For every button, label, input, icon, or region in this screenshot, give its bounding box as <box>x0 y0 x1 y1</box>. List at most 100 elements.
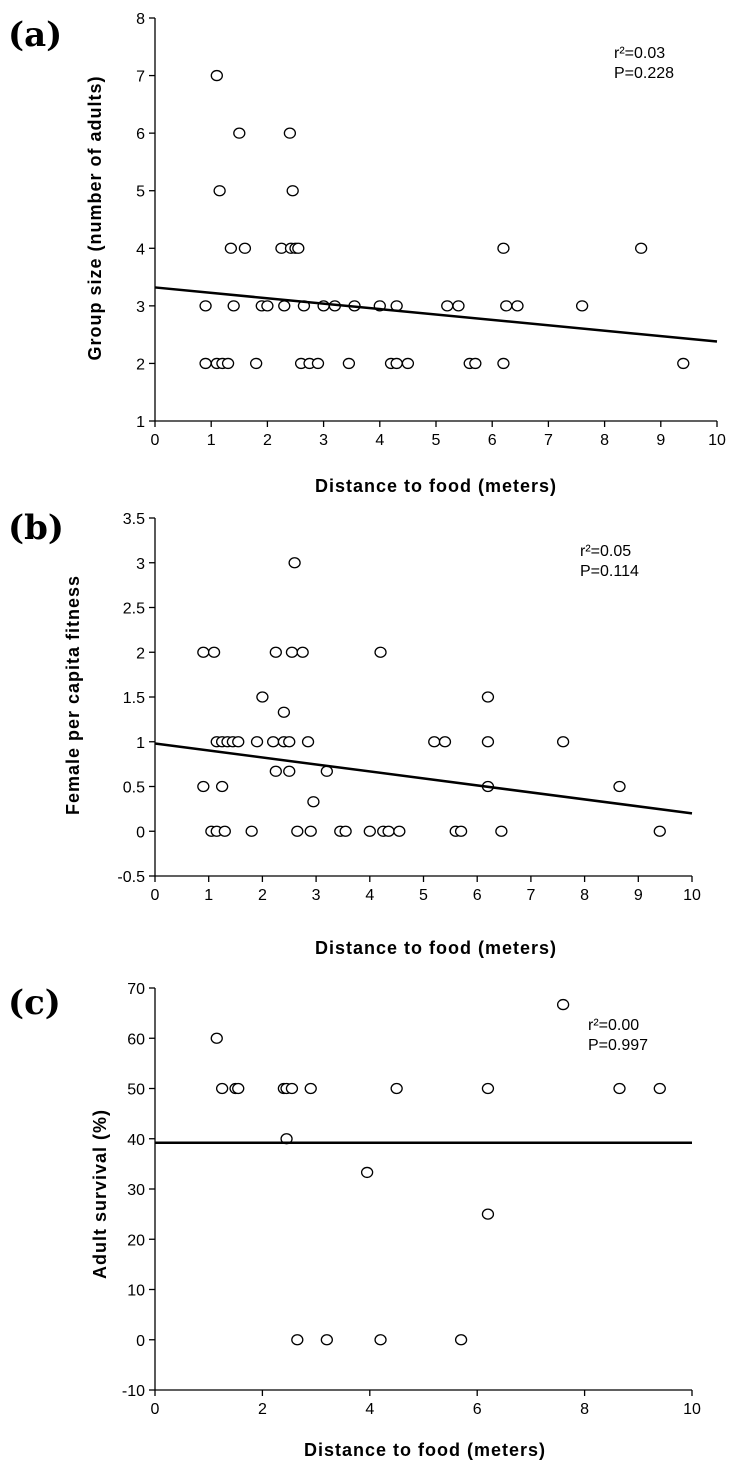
data-point <box>320 765 333 777</box>
x-axis: 0 2 4 6 8 10 <box>151 1389 701 1418</box>
data-point <box>283 736 296 748</box>
data-point <box>233 127 246 139</box>
data-point <box>481 736 495 748</box>
y-tick-label: -0.5 <box>117 869 145 886</box>
data-point <box>342 357 356 370</box>
data-point <box>613 780 626 793</box>
data-point <box>481 1208 495 1220</box>
x-tick-label: 3 <box>312 887 321 904</box>
r-squared-label: r²=0.03 <box>614 45 665 62</box>
r-squared-label: r²=0.05 <box>580 543 631 560</box>
regression-line <box>154 286 718 343</box>
y-tick-label: 60 <box>127 1031 145 1048</box>
x-tick-label: 2 <box>263 432 272 449</box>
y-tick-label: 1 <box>136 414 145 431</box>
data-point <box>283 127 297 139</box>
data-point <box>238 242 252 254</box>
data-point <box>269 646 282 658</box>
data-point <box>634 242 648 254</box>
p-value-label: P=0.997 <box>588 1037 648 1054</box>
data-point <box>288 557 301 569</box>
data-point <box>286 185 299 197</box>
y-axis: 1 2 3 4 5 6 7 8 <box>136 11 156 431</box>
data-point <box>401 357 415 370</box>
x-tick-label: 9 <box>634 887 643 904</box>
data-point <box>283 765 296 777</box>
data-point <box>278 300 291 312</box>
chart-panel-c: (c) 0 2 4 6 8 10 -10 0 10 20 30 40 50 60 70 Distance … <box>0 970 731 1464</box>
x-tick-label: 9 <box>656 432 665 449</box>
data-point <box>677 357 690 370</box>
x-tick-label: 7 <box>544 432 553 449</box>
y-tick-label: 0 <box>136 824 145 841</box>
data-point <box>256 691 269 703</box>
y-tick-label: 20 <box>127 1232 145 1249</box>
data-point <box>428 736 441 748</box>
data-point <box>497 242 510 254</box>
y-tick-label: 2 <box>136 356 145 373</box>
x-tick-label: 2 <box>258 887 267 904</box>
data-point <box>511 300 524 312</box>
x-axis: 0 1 2 3 4 5 6 7 8 9 10 <box>151 875 701 904</box>
data-point <box>304 825 317 837</box>
x-tick-label: 0 <box>151 1401 160 1418</box>
data-point <box>199 357 212 370</box>
x-tick-label: 8 <box>580 887 589 904</box>
data-point <box>232 736 245 748</box>
data-point <box>653 825 666 837</box>
y-tick-label: 1.5 <box>123 690 145 707</box>
data-point <box>232 1082 245 1095</box>
x-tick-label: 0 <box>151 432 160 449</box>
x-tick-label: 4 <box>375 432 384 449</box>
data-point <box>454 1334 468 1346</box>
scatter-plot-c: (c) 0 2 4 6 8 10 -10 0 10 20 30 40 50 60 70 Distance … <box>8 981 701 1460</box>
data-point <box>393 825 406 837</box>
data-point <box>311 357 325 370</box>
y-tick-label: 3.5 <box>123 511 145 528</box>
x-tick-label: 5 <box>432 432 441 449</box>
data-point <box>221 357 235 370</box>
panel-label: (a) <box>8 15 62 55</box>
data-point <box>575 300 589 312</box>
data-point <box>215 780 229 793</box>
panel-label: (c) <box>8 983 61 1023</box>
y-axis-title: Adult survival (%) <box>90 1109 110 1279</box>
data-point <box>653 1082 666 1095</box>
data-point <box>469 357 482 370</box>
r-squared-label: r²=0.00 <box>588 1017 639 1034</box>
chart-panel-b: (b) 0 1 2 3 4 5 6 7 8 9 10 -0.5 0 0.5 1 1.5 2 2.5 3 3.5 Di… <box>0 500 731 970</box>
y-axis: -10 0 10 20 30 40 50 60 70 <box>122 981 156 1400</box>
data-point <box>291 825 304 837</box>
data-point <box>374 1334 387 1346</box>
y-tick-label: 3 <box>136 299 145 316</box>
y-tick-label: 2.5 <box>123 601 145 618</box>
data-points <box>197 557 666 837</box>
p-value-label: P=0.114 <box>580 563 639 580</box>
data-point <box>374 646 387 658</box>
x-tick-label: 1 <box>207 432 216 449</box>
data-point <box>500 300 513 312</box>
y-tick-label: 40 <box>127 1132 145 1149</box>
y-tick-label: 4 <box>136 241 145 258</box>
x-tick-label: 0 <box>151 887 160 904</box>
regression-line <box>154 742 693 815</box>
data-point <box>363 825 376 837</box>
data-point <box>285 1082 299 1095</box>
data-point <box>261 300 274 312</box>
data-point <box>215 1082 229 1095</box>
x-tick-label: 6 <box>473 887 482 904</box>
x-tick-label: 10 <box>683 887 701 904</box>
data-point <box>197 646 210 658</box>
data-point <box>210 1032 223 1044</box>
x-tick-label: 8 <box>580 1401 589 1418</box>
data-point <box>481 1082 495 1095</box>
y-axis-title: Group size (number of adults) <box>85 75 105 360</box>
data-point <box>481 691 495 703</box>
y-tick-label: 50 <box>127 1082 145 1099</box>
data-point <box>210 69 223 82</box>
y-tick-label: 0 <box>136 1333 145 1350</box>
data-points <box>199 69 690 370</box>
x-tick-label: 6 <box>473 1401 482 1418</box>
